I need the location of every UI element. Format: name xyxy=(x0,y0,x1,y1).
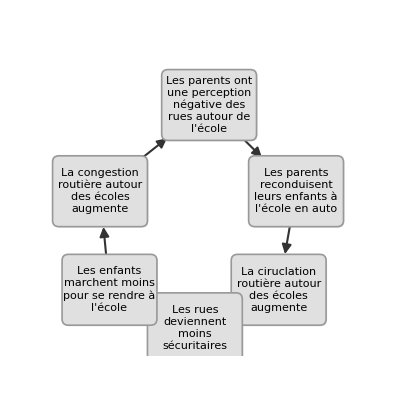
FancyBboxPatch shape xyxy=(162,70,257,140)
Text: La congestion
routière autour
des écoles
augmente: La congestion routière autour des écoles… xyxy=(58,168,142,214)
Text: Les enfants
marchent moins
pour se rendre à
l'école: Les enfants marchent moins pour se rendr… xyxy=(63,266,155,313)
FancyBboxPatch shape xyxy=(232,255,327,326)
FancyBboxPatch shape xyxy=(149,294,243,365)
FancyBboxPatch shape xyxy=(248,156,344,227)
FancyBboxPatch shape xyxy=(250,157,344,228)
FancyBboxPatch shape xyxy=(231,254,326,325)
FancyBboxPatch shape xyxy=(53,157,149,228)
Text: Les rues
deviennent
moins
sécuritaires: Les rues deviennent moins sécuritaires xyxy=(162,305,227,351)
FancyBboxPatch shape xyxy=(147,293,242,364)
Text: Les parents ont
une perception
négative des
rues autour de
l'école: Les parents ont une perception négative … xyxy=(166,76,252,134)
Text: Les parents
reconduisent
leurs enfants à
l'école en auto: Les parents reconduisent leurs enfants à… xyxy=(254,168,338,214)
FancyBboxPatch shape xyxy=(53,156,147,227)
Text: La ciruclation
routière autour
des écoles
augmente: La ciruclation routière autour des école… xyxy=(237,267,321,313)
FancyBboxPatch shape xyxy=(163,70,257,141)
FancyBboxPatch shape xyxy=(63,255,158,326)
FancyBboxPatch shape xyxy=(62,254,157,325)
